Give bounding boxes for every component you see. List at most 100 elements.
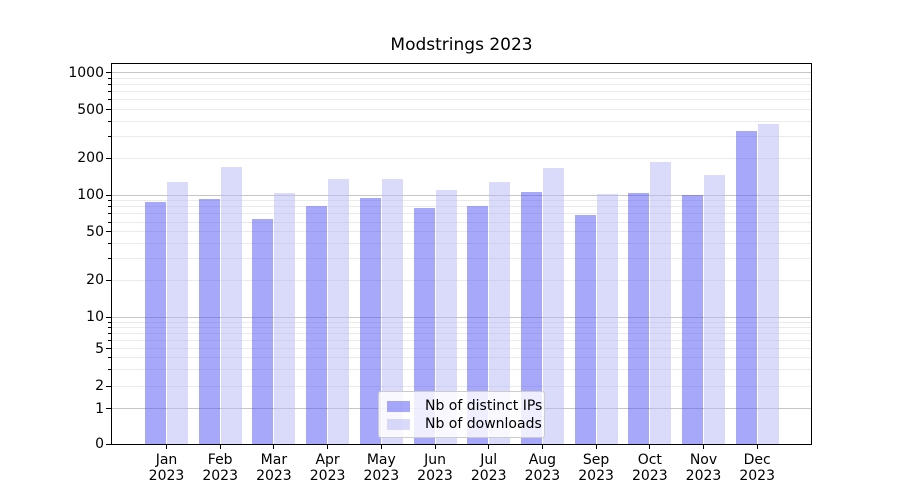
bar-downloads-jan-2023 — [167, 182, 188, 444]
gridline-minor-2 — [112, 385, 811, 387]
x-tick-apr-2023 — [327, 445, 329, 449]
plot-area — [112, 64, 811, 444]
bar-ips-jan-2023 — [145, 201, 166, 444]
y-minor-tick-3 — [108, 368, 111, 370]
bar-ips-jul-2023 — [467, 205, 489, 444]
x-tick-aug-2023 — [541, 445, 543, 449]
axis-spine-bottom — [111, 444, 812, 445]
bar-downloads-oct-2023 — [650, 162, 672, 444]
bar-ips-nov-2023 — [682, 195, 703, 444]
y-tick-label-1000: 1000 — [68, 64, 104, 81]
x-tick-year: 2023 — [417, 468, 453, 484]
y-tick-label-50: 50 — [86, 223, 104, 240]
gridline-minor-80 — [112, 206, 811, 208]
y-tick-1 — [106, 408, 111, 409]
gridline-minor-60 — [112, 221, 811, 223]
x-tick-year: 2023 — [363, 468, 400, 484]
bar-ips-sep-2023 — [574, 215, 596, 444]
x-tick-month: Mar — [260, 452, 288, 468]
y-minor-tick-800 — [108, 84, 111, 86]
gridline-minor-20 — [112, 279, 811, 281]
x-tick-month: Sep — [582, 452, 610, 468]
gridline-minor-8 — [112, 326, 811, 328]
x-tick-year: 2023 — [739, 468, 775, 484]
x-tick-label-dec-2023: Dec 2023 — [729, 452, 785, 484]
x-tick-jul-2023 — [488, 445, 490, 449]
x-tick-month: Jan — [155, 452, 178, 468]
x-tick-label-sep-2023: Sep 2023 — [568, 452, 624, 484]
bar-ips-mar-2023 — [252, 218, 274, 444]
y-tick-label-100: 100 — [77, 187, 104, 203]
axis-spine-top — [111, 63, 812, 64]
gridline-minor-500 — [112, 109, 811, 111]
y-tick-label-10: 10 — [86, 309, 104, 326]
x-tick-label-apr-2023: Apr 2023 — [300, 452, 356, 484]
x-tick-sep-2023 — [595, 445, 597, 449]
bar-ips-oct-2023 — [628, 193, 650, 444]
x-tick-year: 2023 — [524, 468, 561, 484]
bar-downloads-dec-2023 — [757, 124, 779, 444]
x-tick-year: 2023 — [578, 468, 614, 484]
x-tick-label-mar-2023: Mar 2023 — [246, 452, 302, 484]
x-tick-year: 2023 — [631, 468, 668, 484]
x-tick-label-jan-2023: Jan 2023 — [139, 452, 195, 484]
bar-downloads-jun-2023 — [435, 189, 457, 444]
x-tick-month: Jun — [424, 452, 446, 468]
y-tick-label-1: 1 — [95, 400, 104, 417]
x-tick-year: 2023 — [148, 468, 185, 484]
x-tick-label-jul-2023: Jul 2023 — [461, 452, 517, 484]
y-minor-tick-30 — [108, 258, 111, 260]
y-minor-tick-400 — [108, 120, 111, 122]
legend-item-distinct-ips: Nb of distinct IPs — [387, 397, 542, 415]
bar-downloads-sep-2023 — [596, 193, 618, 444]
y-minor-tick-40 — [108, 243, 111, 245]
y-tick-200 — [106, 157, 111, 159]
legend-swatch-downloads — [387, 418, 410, 430]
x-tick-month: Oct — [637, 452, 662, 468]
y-minor-tick-7 — [108, 332, 111, 334]
x-tick-may-2023 — [380, 445, 382, 449]
axis-spine-right — [811, 63, 812, 445]
y-minor-tick-700 — [108, 91, 111, 93]
x-tick-label-nov-2023: Nov 2023 — [676, 452, 732, 484]
y-tick-label-500: 500 — [77, 101, 104, 118]
y-tick-label-200: 200 — [77, 150, 104, 167]
gridline-minor-400 — [112, 120, 811, 122]
x-tick-month: Jul — [480, 452, 498, 468]
y-minor-tick-300 — [108, 136, 111, 138]
legend: Nb of distinct IPs Nb of downloads — [378, 391, 545, 438]
y-minor-tick-8 — [108, 326, 111, 328]
gridline-minor-70 — [112, 213, 811, 215]
axis-spine-left — [111, 63, 112, 445]
y-tick-label-20: 20 — [86, 272, 104, 289]
x-tick-oct-2023 — [649, 445, 651, 449]
x-tick-mar-2023 — [273, 445, 275, 449]
bar-downloads-may-2023 — [381, 179, 403, 444]
x-tick-month: Apr — [315, 452, 340, 468]
y-minor-tick-70 — [108, 213, 111, 215]
x-tick-month: Dec — [743, 452, 771, 468]
gridline-minor-6 — [112, 339, 811, 341]
y-minor-tick-80 — [108, 206, 111, 208]
y-minor-tick-900 — [108, 77, 111, 79]
gridline-major-100 — [112, 194, 811, 196]
x-tick-jun-2023 — [434, 445, 436, 449]
x-tick-year: 2023 — [685, 468, 722, 484]
bar-downloads-apr-2023 — [328, 179, 350, 444]
bar-ips-feb-2023 — [198, 198, 220, 444]
legend-item-downloads: Nb of downloads — [387, 415, 542, 433]
gridline-minor-50 — [112, 231, 811, 233]
y-tick-10 — [106, 316, 111, 318]
y-minor-tick-4 — [108, 357, 111, 359]
gridline-minor-90 — [112, 200, 811, 202]
bar-downloads-mar-2023 — [274, 193, 296, 444]
gridline-minor-300 — [112, 136, 811, 138]
gridline-minor-4 — [112, 357, 811, 359]
gridline-minor-900 — [112, 77, 811, 79]
x-tick-dec-2023 — [756, 445, 758, 449]
y-minor-tick-9 — [108, 321, 111, 323]
x-tick-label-feb-2023: Feb 2023 — [192, 452, 248, 484]
gridline-minor-700 — [112, 91, 811, 93]
y-tick-20 — [106, 279, 111, 281]
